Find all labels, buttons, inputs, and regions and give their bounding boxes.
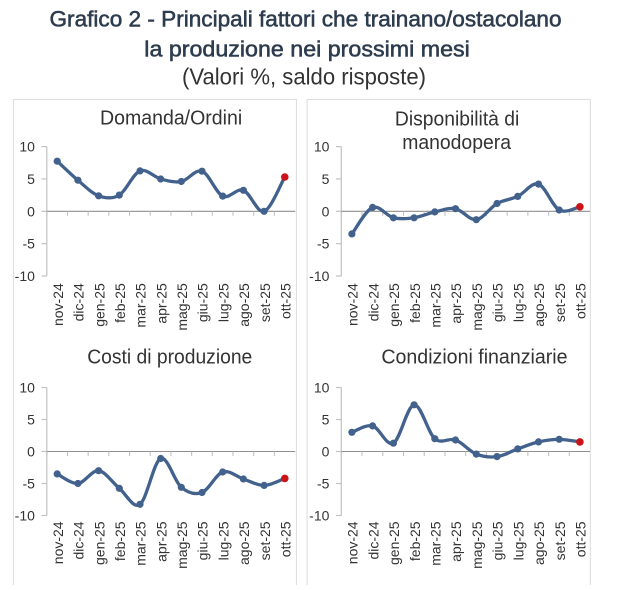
svg-text:nov-24: nov-24 xyxy=(345,521,361,564)
svg-text:-5: -5 xyxy=(317,236,330,252)
svg-text:apr-25: apr-25 xyxy=(153,283,169,324)
svg-text:5: 5 xyxy=(27,412,35,428)
svg-text:mag-25: mag-25 xyxy=(174,521,190,569)
svg-text:5: 5 xyxy=(27,171,35,187)
svg-text:ago-25: ago-25 xyxy=(236,283,252,327)
svg-text:lug-25: lug-25 xyxy=(215,283,231,322)
svg-text:dic-24: dic-24 xyxy=(71,521,87,559)
svg-text:mar-25: mar-25 xyxy=(133,283,149,328)
svg-text:apr-25: apr-25 xyxy=(153,521,169,562)
svg-text:-10: -10 xyxy=(309,508,329,524)
svg-text:-5: -5 xyxy=(317,476,330,492)
svg-text:mar-25: mar-25 xyxy=(428,521,444,566)
svg-text:lug-25: lug-25 xyxy=(510,283,526,322)
svg-text:mag-25: mag-25 xyxy=(174,283,190,331)
svg-text:Grafico 2 - Principali fattori: Grafico 2 - Principali fattori che train… xyxy=(50,7,562,32)
svg-text:-5: -5 xyxy=(22,236,35,252)
svg-text:la produzione nei prossimi mes: la produzione nei prossimi mesi xyxy=(144,36,470,61)
svg-text:0: 0 xyxy=(27,444,35,460)
svg-text:gen-25: gen-25 xyxy=(386,283,402,327)
svg-text:Domanda/Ordini: Domanda/Ordini xyxy=(100,108,242,130)
svg-text:feb-25: feb-25 xyxy=(407,283,423,323)
svg-text:set-25: set-25 xyxy=(257,521,273,560)
svg-text:apr-25: apr-25 xyxy=(448,521,464,562)
svg-text:dic-24: dic-24 xyxy=(365,521,381,559)
svg-text:gen-25: gen-25 xyxy=(91,521,107,565)
svg-text:10: 10 xyxy=(314,380,330,396)
svg-text:(Valori %, saldo risposte): (Valori %, saldo risposte) xyxy=(182,63,426,89)
svg-text:dic-24: dic-24 xyxy=(365,283,381,321)
svg-text:ago-25: ago-25 xyxy=(236,521,252,565)
svg-text:feb-25: feb-25 xyxy=(407,521,423,561)
svg-text:lug-25: lug-25 xyxy=(215,521,231,560)
svg-text:dic-24: dic-24 xyxy=(71,283,87,321)
svg-text:Condizioni finanziarie: Condizioni finanziarie xyxy=(381,347,567,369)
svg-text:ago-25: ago-25 xyxy=(531,283,547,327)
svg-text:10: 10 xyxy=(314,139,330,155)
svg-text:5: 5 xyxy=(322,412,330,428)
svg-text:ott-25: ott-25 xyxy=(277,283,293,319)
svg-text:nov-24: nov-24 xyxy=(50,283,66,326)
svg-text:gen-25: gen-25 xyxy=(386,521,402,565)
svg-text:set-25: set-25 xyxy=(257,283,273,322)
svg-text:-10: -10 xyxy=(15,508,35,524)
svg-text:ago-25: ago-25 xyxy=(531,521,547,565)
svg-text:mar-25: mar-25 xyxy=(133,521,149,566)
svg-text:mag-25: mag-25 xyxy=(469,521,485,569)
svg-text:10: 10 xyxy=(19,139,35,155)
svg-text:apr-25: apr-25 xyxy=(448,283,464,324)
svg-text:mar-25: mar-25 xyxy=(428,283,444,328)
svg-text:0: 0 xyxy=(322,444,330,460)
svg-text:set-25: set-25 xyxy=(552,521,568,560)
svg-text:5: 5 xyxy=(322,171,330,187)
svg-text:-5: -5 xyxy=(22,476,35,492)
svg-text:ott-25: ott-25 xyxy=(573,283,589,319)
svg-text:manodopera: manodopera xyxy=(402,132,512,154)
svg-text:0: 0 xyxy=(27,203,35,219)
svg-text:-10: -10 xyxy=(309,268,329,284)
svg-text:10: 10 xyxy=(19,380,35,396)
svg-text:giu-25: giu-25 xyxy=(490,521,506,560)
svg-text:ott-25: ott-25 xyxy=(573,521,589,557)
svg-text:feb-25: feb-25 xyxy=(112,283,128,323)
svg-text:giu-25: giu-25 xyxy=(195,521,211,560)
svg-text:nov-24: nov-24 xyxy=(50,521,66,564)
svg-text:giu-25: giu-25 xyxy=(490,283,506,322)
svg-text:feb-25: feb-25 xyxy=(112,521,128,561)
svg-text:set-25: set-25 xyxy=(552,283,568,322)
svg-text:0: 0 xyxy=(322,203,330,219)
svg-text:lug-25: lug-25 xyxy=(510,521,526,560)
svg-text:Disponibilità di: Disponibilità di xyxy=(395,108,519,130)
svg-text:ott-25: ott-25 xyxy=(277,521,293,557)
svg-text:giu-25: giu-25 xyxy=(195,283,211,322)
svg-text:gen-25: gen-25 xyxy=(91,283,107,327)
svg-text:mag-25: mag-25 xyxy=(469,283,485,331)
svg-text:-10: -10 xyxy=(15,268,35,284)
svg-text:nov-24: nov-24 xyxy=(345,283,361,326)
svg-text:Costi di produzione: Costi di produzione xyxy=(87,347,252,369)
